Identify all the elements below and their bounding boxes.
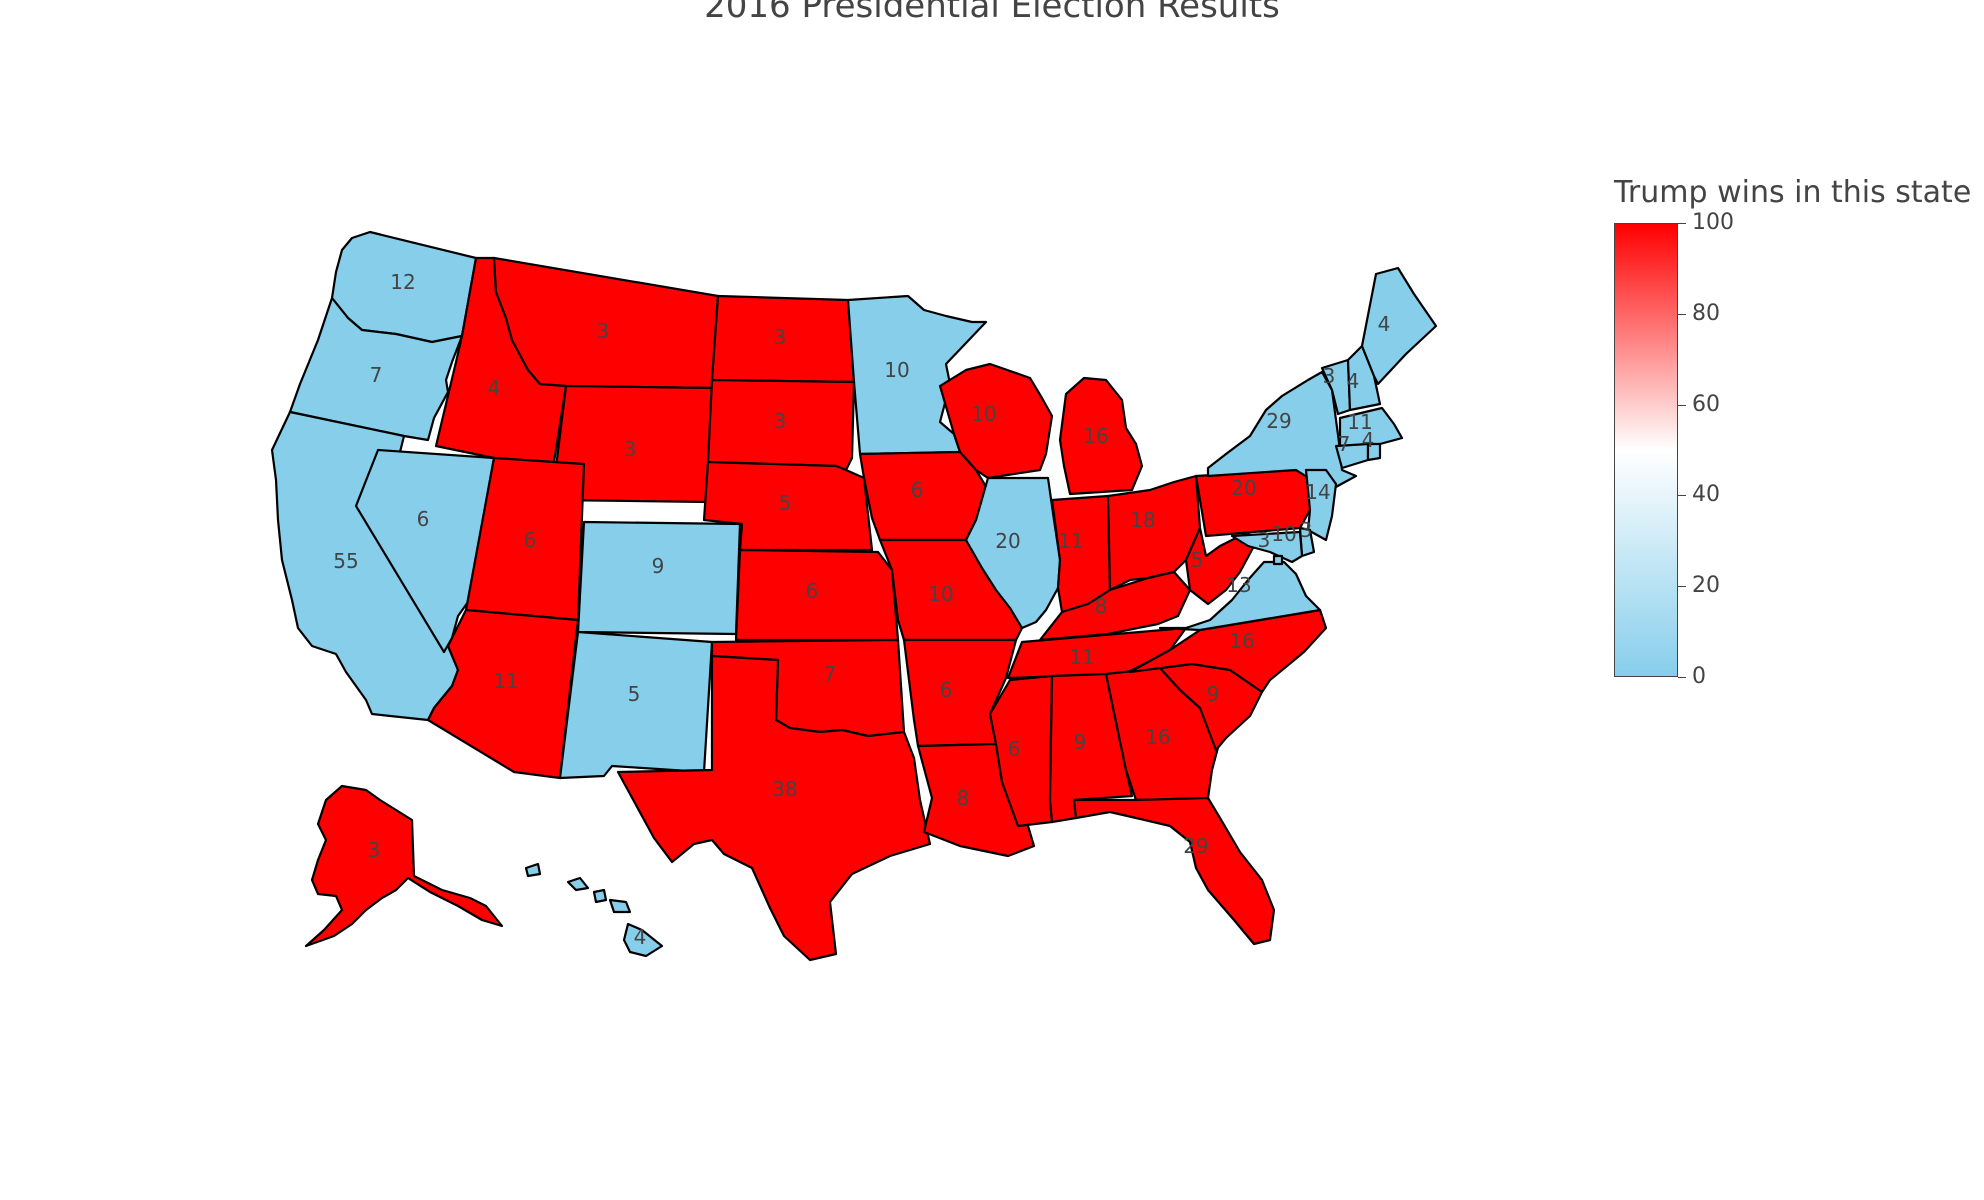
- colorbar-title: Trump wins in this state: [1614, 175, 1972, 210]
- colorbar-tick-label: 60: [1692, 392, 1720, 417]
- ev-label-wv: 5: [1191, 548, 1204, 572]
- ev-label-ok: 7: [824, 662, 837, 686]
- state-md[interactable]: [1230, 530, 1304, 564]
- colorbar-tick: [1678, 314, 1686, 315]
- state-nj[interactable]: [1304, 468, 1338, 542]
- state-ut[interactable]: [464, 456, 586, 622]
- ev-label-or: 7: [370, 363, 383, 387]
- ev-label-nh: 4: [1347, 369, 1360, 393]
- state-hi-island-3[interactable]: [592, 888, 608, 904]
- ev-label-wi: 10: [971, 402, 996, 426]
- state-co[interactable]: [576, 520, 742, 636]
- state-va[interactable]: [1158, 560, 1322, 632]
- state-ak[interactable]: [304, 784, 504, 948]
- ev-label-id: 4: [488, 376, 501, 400]
- state-hi-island-4[interactable]: [608, 898, 632, 914]
- colorbar-tick: [1678, 405, 1686, 406]
- ev-label-ny: 29: [1266, 409, 1291, 433]
- ev-label-fl: 29: [1183, 834, 1208, 858]
- state-dc[interactable]: [1272, 554, 1284, 566]
- colorbar-tick-label: 100: [1692, 210, 1734, 235]
- ev-label-nd: 3: [774, 325, 787, 349]
- ev-label-ct: 7: [1338, 432, 1351, 456]
- ev-label-nc: 16: [1229, 629, 1254, 653]
- ev-label-md: 10: [1271, 522, 1296, 546]
- ev-label-sd: 3: [774, 409, 787, 433]
- ev-label-mi: 16: [1083, 424, 1108, 448]
- state-wi[interactable]: [938, 362, 1054, 480]
- ev-label-ut: 6: [524, 528, 537, 552]
- ev-label-mn: 10: [884, 358, 909, 382]
- state-ia[interactable]: [858, 450, 990, 542]
- colorbar: [1614, 223, 1678, 677]
- ev-label-la: 8: [957, 786, 970, 810]
- ev-label-me: 4: [1378, 312, 1391, 336]
- state-ne[interactable]: [702, 460, 874, 552]
- ev-label-sc: 9: [1207, 682, 1220, 706]
- state-ks[interactable]: [734, 548, 900, 642]
- ev-label-in: 11: [1058, 529, 1083, 553]
- ev-label-al: 9: [1074, 730, 1087, 754]
- state-me[interactable]: [1360, 266, 1438, 386]
- state-mi[interactable]: [1058, 376, 1144, 496]
- ev-label-ia: 6: [911, 478, 924, 502]
- ev-label-ca: 55: [333, 549, 358, 573]
- ev-label-il: 20: [995, 529, 1020, 553]
- ev-label-dc: 3: [1258, 528, 1271, 552]
- state-hi[interactable]: [622, 922, 664, 958]
- ev-label-ms: 6: [1008, 737, 1021, 761]
- ev-label-ga: 16: [1145, 725, 1170, 749]
- colorbar-tick-label: 20: [1692, 573, 1720, 598]
- ev-label-vt: 3: [1323, 364, 1336, 388]
- ev-label-mo: 10: [928, 582, 953, 606]
- colorbar-tick: [1678, 677, 1686, 678]
- ev-label-tx: 38: [772, 777, 797, 801]
- colorbar-tick-label: 80: [1692, 301, 1720, 326]
- state-tx[interactable]: [616, 654, 932, 962]
- ev-label-ma: 11: [1347, 410, 1372, 434]
- ev-label-nv: 6: [417, 507, 430, 531]
- state-nh[interactable]: [1346, 344, 1382, 412]
- ev-label-wy: 3: [624, 437, 637, 461]
- state-nc[interactable]: [1128, 608, 1328, 694]
- state-hi-island-1[interactable]: [524, 862, 542, 878]
- ev-labels-layer: 1275564336119533567381061068102016111881…: [333, 270, 1390, 949]
- chart-title: 2016 Presidential Election Results: [704, 0, 1280, 26]
- ev-label-ri: 4: [1362, 428, 1375, 452]
- colorbar-tick: [1678, 586, 1686, 587]
- ev-label-ks: 6: [806, 579, 819, 603]
- ev-label-ar: 6: [940, 678, 953, 702]
- state-vt[interactable]: [1320, 358, 1352, 416]
- ev-label-ak: 3: [368, 838, 381, 862]
- state-ri[interactable]: [1366, 442, 1382, 462]
- ev-label-az: 11: [493, 669, 518, 693]
- state-fl[interactable]: [1072, 796, 1276, 946]
- colorbar-tick: [1678, 223, 1686, 224]
- ev-label-de: 3: [1300, 518, 1313, 542]
- colorbar-tick: [1678, 495, 1686, 496]
- ev-label-wa: 12: [390, 270, 415, 294]
- ev-label-va: 13: [1226, 573, 1251, 597]
- colorbar-tick-label: 40: [1692, 482, 1720, 507]
- colorbar-tick-label: 0: [1692, 664, 1706, 689]
- ev-label-ne: 5: [779, 491, 792, 515]
- ev-label-hi: 4: [634, 925, 647, 949]
- ev-label-nj: 14: [1305, 480, 1330, 504]
- state-or[interactable]: [288, 296, 464, 442]
- ev-label-oh: 18: [1130, 508, 1155, 532]
- states-layer: [270, 230, 1438, 962]
- ev-label-ky: 8: [1095, 594, 1108, 618]
- state-oh[interactable]: [1106, 474, 1202, 592]
- ev-label-pa: 20: [1231, 476, 1256, 500]
- ev-label-mt: 3: [597, 319, 610, 343]
- ev-label-nm: 5: [628, 682, 641, 706]
- ev-label-co: 9: [652, 554, 665, 578]
- ev-label-tn: 11: [1069, 645, 1094, 669]
- state-hi-island-2[interactable]: [566, 876, 590, 892]
